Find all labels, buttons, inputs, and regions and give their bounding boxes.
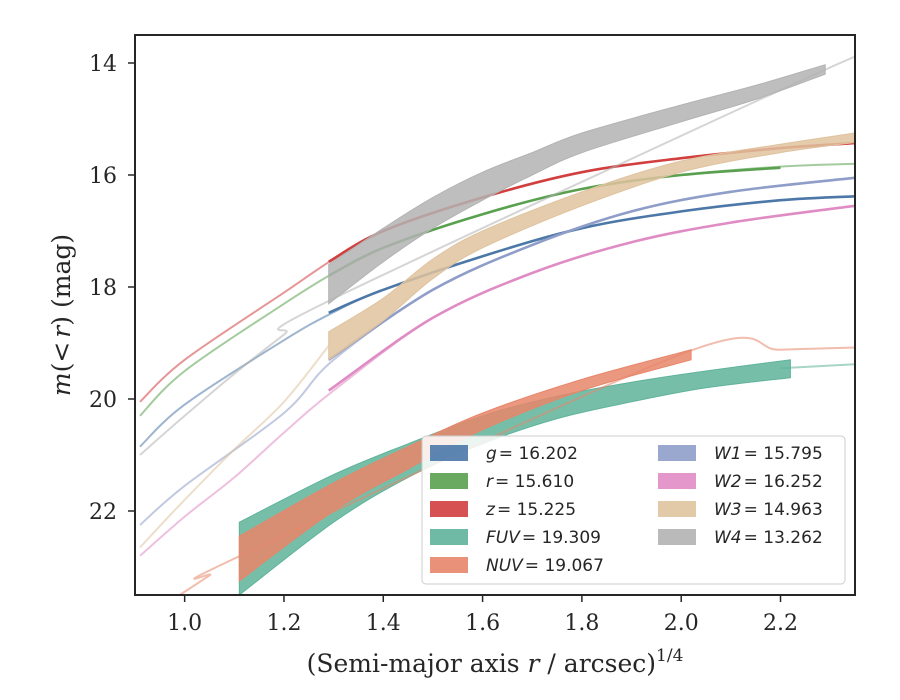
series-nuv-profile-band — [238, 349, 692, 582]
legend-swatch-w2 — [658, 473, 696, 489]
y-tick-label: 22 — [89, 500, 117, 525]
legend-frame — [421, 435, 846, 585]
legend-label-r: r = 15.610 — [486, 472, 574, 492]
series-w4 — [139, 55, 855, 456]
x-axis-label-rest: / arcsec) — [539, 649, 656, 678]
legend-item-g: g = 16.202 — [430, 444, 578, 464]
y-axis-label-lt: < — [47, 342, 76, 363]
legend-label-var: W4 — [714, 528, 742, 548]
legend-label-z: z = 15.225 — [485, 500, 576, 520]
legend-label-w2: W2 = 16.252 — [714, 472, 823, 492]
plot-frame — [134, 34, 856, 596]
x-tick-label: 1.6 — [465, 611, 500, 636]
legend-label-value: = 16.252 — [744, 472, 823, 492]
legend-label-var: FUV — [486, 528, 521, 548]
legend-label-value: = 15.610 — [495, 472, 574, 492]
legend-swatch-w3 — [658, 501, 696, 517]
legend-item-w3: W3 = 14.963 — [658, 500, 823, 520]
legend-item-w2: W2 = 16.252 — [658, 472, 823, 492]
series-w2-profile — [327, 204, 855, 392]
x-axis-label: (Semi-major axis r / arcsec)1/4 — [307, 646, 684, 678]
x-tick-label: 1.8 — [564, 611, 599, 636]
legend-swatch-z — [430, 501, 468, 517]
legend-item-w4: W4 = 13.262 — [658, 528, 823, 548]
legend-label-value: = 14.963 — [744, 500, 823, 520]
legend-label-value: = 15.225 — [497, 500, 576, 520]
legend-item-w1: W1 = 15.795 — [658, 444, 823, 464]
x-axis-label-var: r — [528, 649, 542, 678]
legend-label-var: W3 — [714, 500, 742, 520]
legend-label-g: g = 16.202 — [486, 444, 578, 464]
x-axis-label-main: (Semi-major axis — [307, 649, 528, 678]
y-tick-label: 16 — [89, 164, 117, 189]
legend-label-var: NUV — [486, 556, 524, 576]
legend-swatch-fuv — [430, 529, 468, 545]
y-axis-label: m(< r) (mag) — [47, 234, 76, 396]
series-w4-profile-band — [328, 64, 826, 305]
legend-label-var: r — [486, 472, 494, 492]
series-w3-model-line — [139, 345, 330, 549]
legend-label-value: = 15.795 — [744, 444, 823, 464]
legend-swatch-r — [430, 473, 468, 489]
legend-label-var: W1 — [714, 444, 742, 464]
y-tick-label: 14 — [89, 52, 117, 77]
legend-label-fuv: FUV = 19.309 — [486, 528, 601, 548]
y-axis-label-close: ) — [47, 316, 76, 326]
legend-label-value: = 19.067 — [525, 556, 604, 576]
legend-label-var: g — [486, 444, 497, 464]
x-tick-label: 1.2 — [266, 611, 301, 636]
legend-swatch-nuv — [430, 557, 468, 573]
series-g-profile — [328, 195, 855, 314]
legend-item-fuv: FUV = 19.309 — [430, 528, 601, 548]
legend-swatch-w4 — [658, 529, 696, 545]
y-axis-label-open: ( — [47, 363, 76, 373]
legend-label-var: z — [485, 500, 496, 520]
y-tick-label: 18 — [89, 276, 117, 301]
series-w1-profile — [327, 176, 855, 361]
y-axis-label-r: r — [47, 324, 76, 338]
legend-swatch-g — [430, 445, 468, 461]
series-w2 — [139, 204, 855, 557]
legend-label-var: W2 — [714, 472, 742, 492]
legend-label-w4: W4 = 13.262 — [714, 528, 823, 548]
legend-label-value: = 16.202 — [499, 444, 578, 464]
legend-label-value: = 19.309 — [522, 528, 601, 548]
legend-label-w1: W1 = 15.795 — [714, 444, 823, 464]
y-tick-label: 20 — [89, 388, 117, 413]
y-axis-label-unit: (mag) — [47, 234, 76, 308]
x-tick-label: 2.0 — [664, 611, 699, 636]
legend-label-nuv: NUV = 19.067 — [486, 556, 604, 576]
legend-label-value: = 13.262 — [744, 528, 823, 548]
x-tick-label: 2.2 — [763, 611, 798, 636]
axis-ticks: 1.0 1.2 1.4 1.6 1.8 2.0 2.2 14 16 18 20 22 — [89, 52, 798, 636]
legend-swatch-w1 — [658, 445, 696, 461]
legend-label-w3: W3 = 14.963 — [714, 500, 823, 520]
x-tick-label: 1.0 — [167, 611, 202, 636]
legend-item-nuv: NUV = 19.067 — [430, 556, 604, 576]
legend-item-r: r = 15.610 — [430, 472, 574, 492]
series-w4-model-line — [139, 55, 855, 456]
y-axis-label-m: m — [47, 372, 76, 396]
x-tick-label: 1.4 — [366, 611, 401, 636]
x-axis-label-superscript: 1/4 — [656, 646, 683, 666]
legend-item-z: z = 15.225 — [430, 500, 576, 520]
